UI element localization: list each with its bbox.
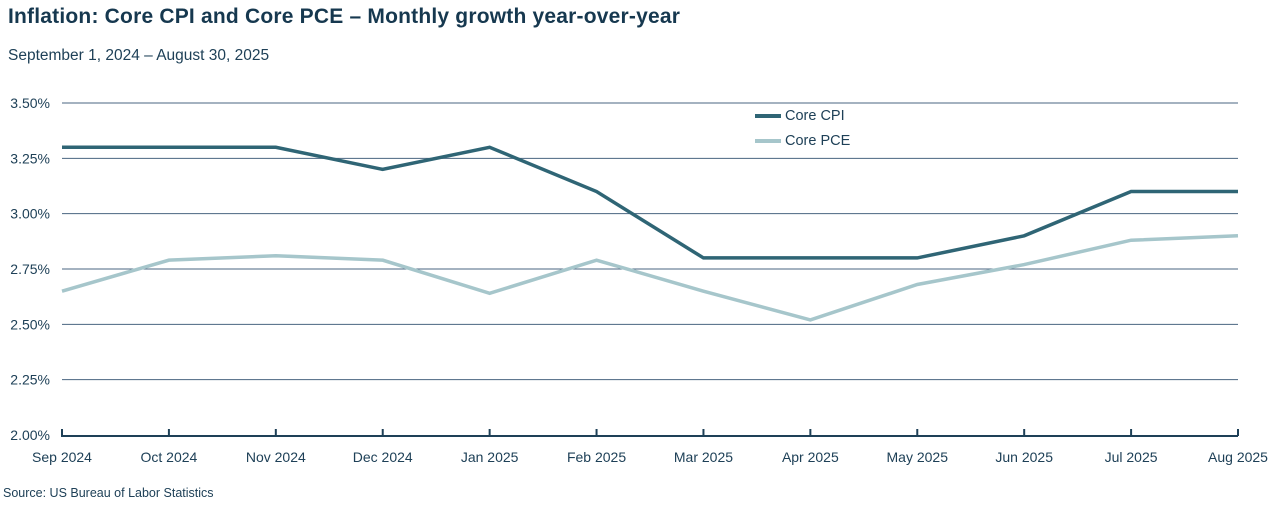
x-axis-label: Nov 2024: [246, 449, 306, 465]
x-axis-label: Jan 2025: [461, 449, 519, 465]
legend-label-core-cpi: Core CPI: [785, 108, 845, 124]
legend-item-core-cpi: Core CPI: [755, 107, 850, 125]
legend-label-core-pce: Core PCE: [785, 133, 851, 149]
x-axis-label: Apr 2025: [782, 449, 839, 465]
source-note: Source: US Bureau of Labor Statistics: [3, 486, 214, 500]
chart-legend: Core CPI Core PCE: [755, 107, 850, 150]
y-axis-label: 2.75%: [10, 261, 50, 277]
core-cpi-line: [62, 145, 1238, 260]
y-axis-label: 2.50%: [10, 316, 50, 332]
x-axis-label: Oct 2024: [140, 449, 197, 465]
x-axis-label: Jun 2025: [995, 449, 1053, 465]
y-axis-label: 2.00%: [10, 427, 50, 443]
x-axis-label: Sep 2024: [32, 449, 92, 465]
core-cpi-swatch: [755, 114, 781, 118]
core-pce-swatch: [755, 139, 781, 143]
core-pce-line: [61, 234, 1239, 322]
y-axis-label: 2.25%: [10, 372, 50, 388]
y-axis-label: 3.00%: [10, 206, 50, 222]
x-axis-label: Aug 2025: [1208, 449, 1268, 465]
x-axis-label: May 2025: [887, 449, 949, 465]
legend-item-core-pce: Core PCE: [755, 132, 850, 150]
y-axis-label: 3.25%: [10, 150, 50, 166]
x-axis-label: Jul 2025: [1105, 449, 1158, 465]
chart-title: Inflation: Core CPI and Core PCE – Month…: [8, 5, 681, 28]
y-axis-label: 3.50%: [10, 95, 50, 111]
x-axis-label: Mar 2025: [674, 449, 733, 465]
x-axis-label: Dec 2024: [353, 449, 413, 465]
x-axis-label: Feb 2025: [567, 449, 626, 465]
chart-subtitle: September 1, 2024 – August 30, 2025: [8, 47, 270, 64]
